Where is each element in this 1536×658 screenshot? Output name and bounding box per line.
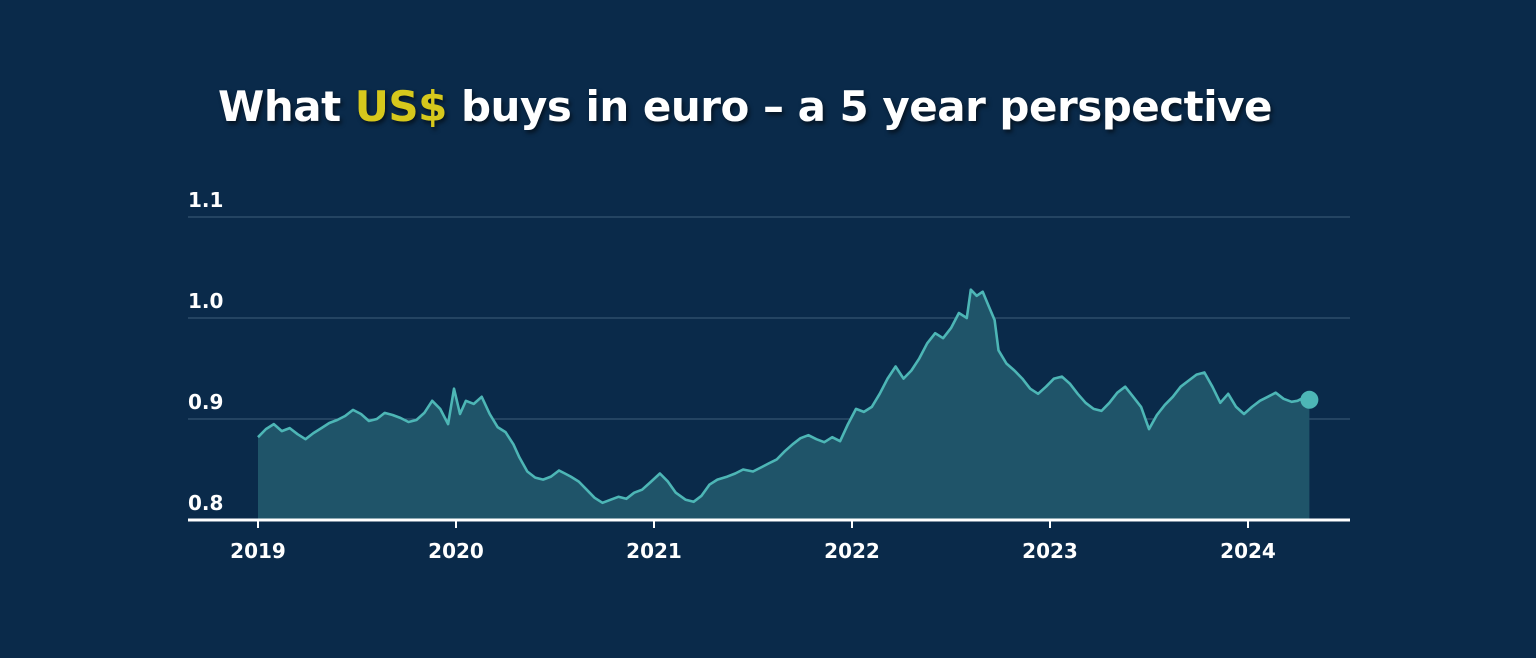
x-tick-label: 2023 (1022, 539, 1078, 563)
title-text-end: buys in euro – a 5 year perspective (446, 82, 1273, 131)
chart-title: What US$ buys in euro – a 5 year perspec… (0, 82, 1490, 131)
x-tick-label: 2020 (428, 539, 484, 563)
y-tick-label: 0.8 (188, 491, 223, 515)
series-line (257, 288, 1310, 505)
x-tick-label: 2022 (824, 539, 880, 563)
title-highlight: US$ (354, 82, 448, 131)
y-tick-label: 1.0 (188, 289, 223, 313)
title-text-start: What (218, 82, 355, 131)
x-tick-label: 2024 (1220, 539, 1276, 563)
y-tick-label: 1.1 (188, 188, 223, 212)
x-tick-label: 2021 (626, 539, 682, 563)
y-axis-ticks: 1.1 1.0 0.9 0.8 (188, 188, 223, 515)
gridlines (188, 216, 1350, 420)
end-point-marker (1300, 390, 1319, 409)
area-fill (258, 289, 1310, 520)
y-tick-label: 0.9 (188, 390, 223, 414)
x-axis-ticks: 2019 2020 2021 2022 2023 2024 (230, 520, 1276, 563)
x-tick-label: 2019 (230, 539, 286, 563)
